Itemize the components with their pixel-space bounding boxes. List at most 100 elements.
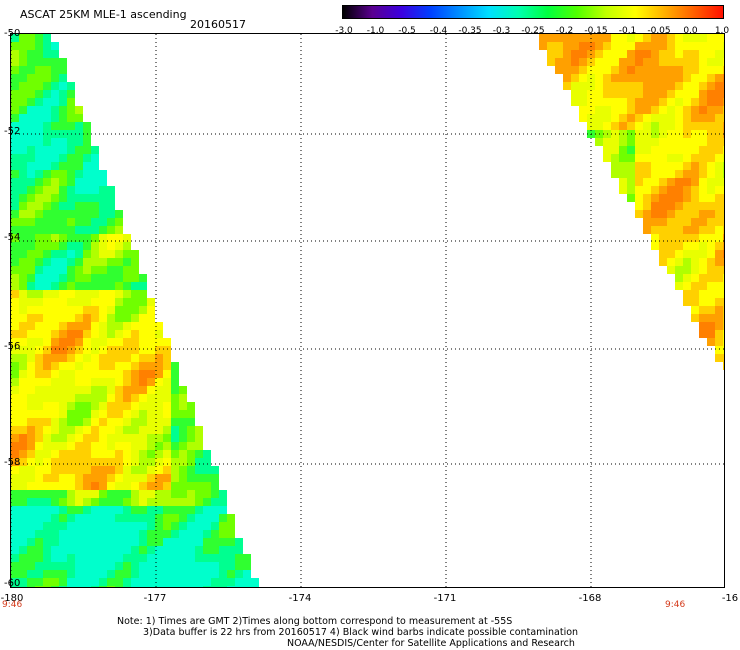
data-cell xyxy=(115,506,123,514)
data-cell xyxy=(35,178,43,186)
data-cell xyxy=(91,186,99,194)
data-cell xyxy=(43,338,51,346)
data-cell xyxy=(139,442,147,450)
data-cell xyxy=(715,242,723,250)
data-cell xyxy=(195,530,203,538)
data-cell xyxy=(67,370,75,378)
data-cell xyxy=(171,450,179,458)
data-cell xyxy=(147,570,155,578)
data-cell xyxy=(667,154,675,162)
data-cell xyxy=(51,298,59,306)
data-cell xyxy=(67,210,75,218)
data-cell xyxy=(51,522,59,530)
data-cell xyxy=(171,530,179,538)
data-cell xyxy=(91,514,99,522)
data-cell xyxy=(643,122,651,130)
data-cell xyxy=(195,562,203,570)
data-cell xyxy=(27,162,35,170)
colorbar-tick-label: -0.1 xyxy=(618,26,637,36)
data-cell xyxy=(667,162,675,170)
data-cell xyxy=(579,42,587,50)
data-cell xyxy=(699,162,707,170)
data-cell xyxy=(11,370,19,378)
data-cell xyxy=(675,34,683,42)
data-cell xyxy=(115,210,123,218)
data-cell xyxy=(67,386,75,394)
data-cell xyxy=(683,226,691,234)
data-cell xyxy=(35,98,43,106)
data-cell xyxy=(59,386,67,394)
data-cell xyxy=(691,146,699,154)
data-cell xyxy=(115,354,123,362)
data-cell xyxy=(11,242,19,250)
data-cell xyxy=(11,338,19,346)
data-cell xyxy=(11,170,19,178)
data-cell xyxy=(179,394,187,402)
data-cell xyxy=(11,434,19,442)
data-cell xyxy=(155,354,163,362)
data-cell xyxy=(219,490,227,498)
data-cell xyxy=(555,50,563,58)
data-cell xyxy=(555,42,563,50)
data-cell xyxy=(107,546,115,554)
data-cell xyxy=(155,378,163,386)
data-cell xyxy=(723,250,731,258)
data-cell xyxy=(627,98,635,106)
data-cell xyxy=(43,178,51,186)
data-cell xyxy=(107,562,115,570)
data-cell xyxy=(667,266,675,274)
data-cell xyxy=(115,578,123,586)
data-cell xyxy=(187,466,195,474)
data-cell xyxy=(179,426,187,434)
data-cell xyxy=(83,218,91,226)
data-cell xyxy=(83,194,91,202)
data-cell xyxy=(115,226,123,234)
data-cell xyxy=(107,498,115,506)
data-cell xyxy=(699,34,707,42)
data-cell xyxy=(83,178,91,186)
data-cell xyxy=(675,50,683,58)
data-cell xyxy=(699,138,707,146)
data-cell xyxy=(19,322,27,330)
data-cell xyxy=(107,554,115,562)
data-cell xyxy=(83,450,91,458)
data-cell xyxy=(715,178,723,186)
data-cell xyxy=(51,210,59,218)
data-cell xyxy=(19,122,27,130)
data-cell xyxy=(163,362,171,370)
data-cell xyxy=(11,546,19,554)
data-cell xyxy=(131,426,139,434)
data-cell xyxy=(35,426,43,434)
data-cell xyxy=(723,298,731,306)
data-cell xyxy=(163,514,171,522)
data-cell xyxy=(699,234,707,242)
data-cell xyxy=(75,218,83,226)
data-cell xyxy=(11,74,19,82)
data-cell xyxy=(43,306,51,314)
data-cell xyxy=(51,266,59,274)
data-cell xyxy=(27,114,35,122)
data-cell xyxy=(643,146,651,154)
data-cell xyxy=(163,522,171,530)
data-cell xyxy=(115,554,123,562)
data-cell xyxy=(115,538,123,546)
data-cell xyxy=(147,578,155,586)
data-cell xyxy=(51,378,59,386)
data-cell xyxy=(699,58,707,66)
data-cell xyxy=(59,106,67,114)
data-cell xyxy=(99,250,107,258)
data-cell xyxy=(723,274,731,282)
data-cell xyxy=(683,122,691,130)
data-cell xyxy=(643,154,651,162)
data-cell xyxy=(59,202,67,210)
data-cell xyxy=(43,98,51,106)
data-cell xyxy=(139,530,147,538)
data-cell xyxy=(187,474,195,482)
data-cell xyxy=(131,378,139,386)
data-cell xyxy=(83,354,91,362)
data-cell xyxy=(99,514,107,522)
data-cell xyxy=(123,266,131,274)
data-cell xyxy=(635,98,643,106)
data-cell xyxy=(691,266,699,274)
data-cell xyxy=(147,538,155,546)
